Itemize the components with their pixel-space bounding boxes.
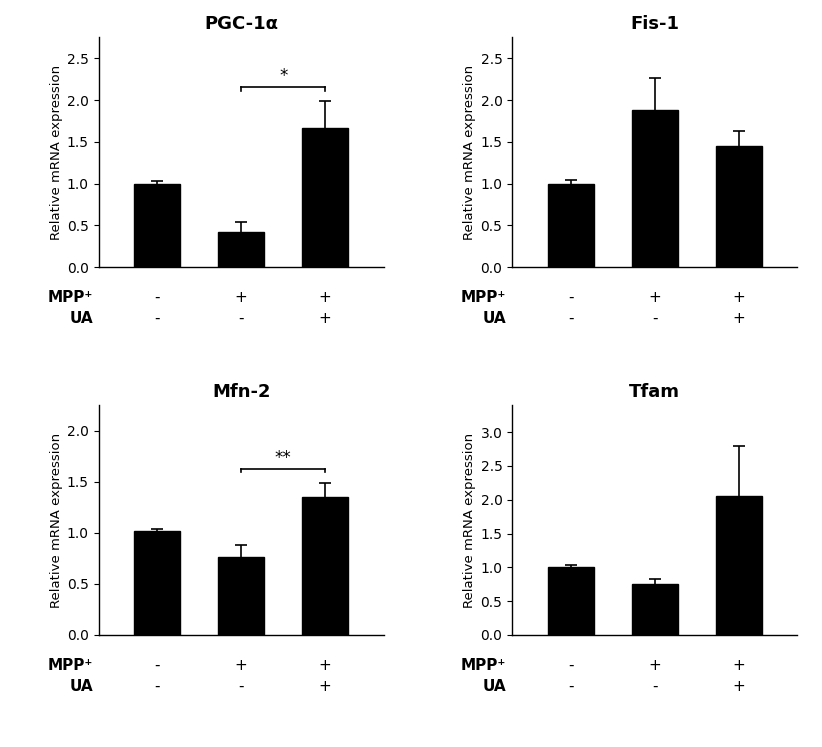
Bar <box>218 232 265 267</box>
Text: -: - <box>155 311 160 326</box>
Bar <box>134 184 180 267</box>
Title: Mfn-2: Mfn-2 <box>212 382 270 401</box>
Bar <box>302 128 349 267</box>
Text: -: - <box>568 678 574 694</box>
Text: UA: UA <box>483 311 506 326</box>
Text: +: + <box>319 658 331 673</box>
Text: -: - <box>155 658 160 673</box>
Text: UA: UA <box>69 311 93 326</box>
Text: UA: UA <box>483 678 506 694</box>
Text: +: + <box>732 290 745 306</box>
Text: MPP⁺: MPP⁺ <box>461 290 506 306</box>
Text: +: + <box>732 311 745 326</box>
Bar <box>716 496 762 635</box>
Text: MPP⁺: MPP⁺ <box>461 658 506 673</box>
Y-axis label: Relative mRNA expression: Relative mRNA expression <box>464 433 476 607</box>
Text: +: + <box>649 290 661 306</box>
Text: -: - <box>652 311 658 326</box>
Bar <box>218 557 265 635</box>
Text: +: + <box>235 658 247 673</box>
Y-axis label: Relative mRNA expression: Relative mRNA expression <box>50 65 62 240</box>
Text: +: + <box>649 658 661 673</box>
Text: -: - <box>238 678 244 694</box>
Title: Fis-1: Fis-1 <box>630 15 679 33</box>
Text: -: - <box>238 311 244 326</box>
Text: MPP⁺: MPP⁺ <box>48 658 93 673</box>
Bar <box>302 497 349 635</box>
Bar <box>631 584 678 635</box>
Text: MPP⁺: MPP⁺ <box>48 290 93 306</box>
Text: +: + <box>319 311 331 326</box>
Text: UA: UA <box>69 678 93 694</box>
Y-axis label: Relative mRNA expression: Relative mRNA expression <box>464 65 476 240</box>
Bar <box>716 146 762 267</box>
Bar <box>631 110 678 267</box>
Text: -: - <box>568 311 574 326</box>
Text: -: - <box>155 678 160 694</box>
Title: Tfam: Tfam <box>630 382 681 401</box>
Title: PGC-1α: PGC-1α <box>204 15 278 33</box>
Text: -: - <box>652 678 658 694</box>
Y-axis label: Relative mRNA expression: Relative mRNA expression <box>50 433 62 607</box>
Bar <box>134 531 180 635</box>
Bar <box>547 184 594 267</box>
Text: -: - <box>568 658 574 673</box>
Text: +: + <box>235 290 247 306</box>
Text: +: + <box>732 658 745 673</box>
Text: -: - <box>155 290 160 306</box>
Text: **: ** <box>275 449 292 467</box>
Text: +: + <box>319 290 331 306</box>
Text: +: + <box>732 678 745 694</box>
Text: -: - <box>568 290 574 306</box>
Text: +: + <box>319 678 331 694</box>
Bar <box>547 568 594 635</box>
Text: *: * <box>279 66 288 84</box>
